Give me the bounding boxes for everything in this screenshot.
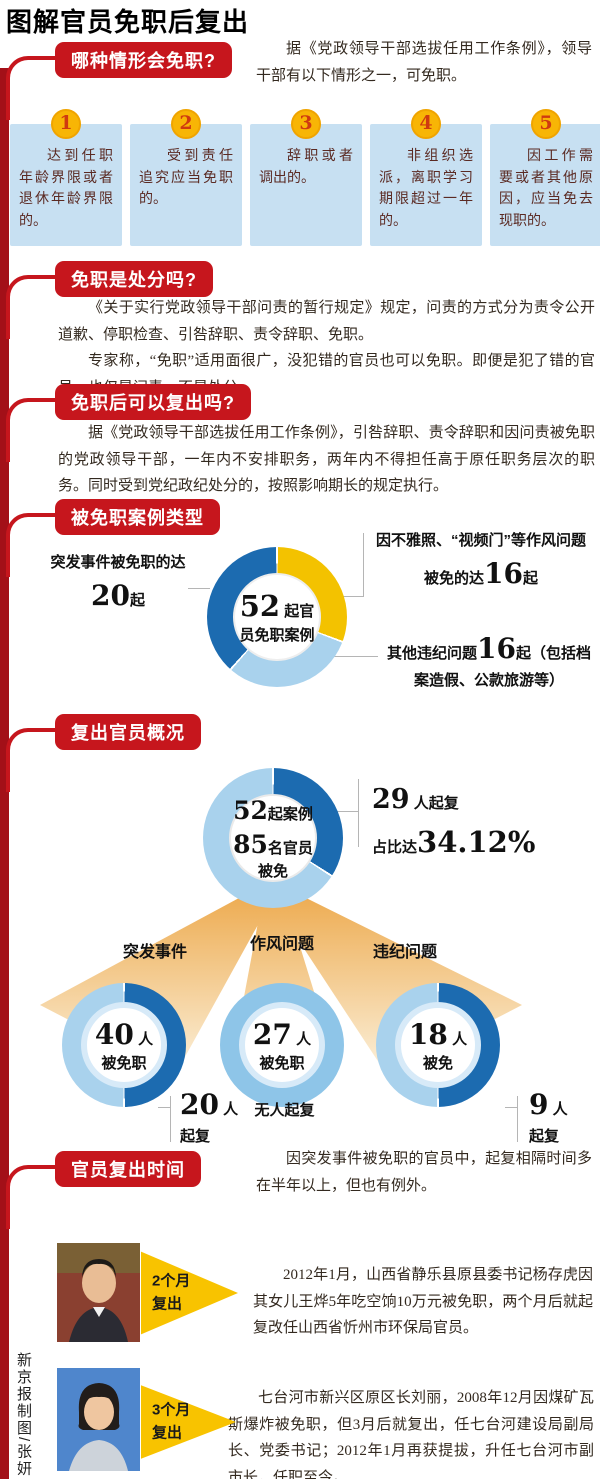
case2-duration-text: 3个月 复出 <box>152 1401 191 1442</box>
violations-donut: 18 人被免 <box>376 983 500 1107</box>
left-spine-bar <box>0 68 9 1479</box>
conduct-returned-label: 无人起复 <box>254 1102 315 1119</box>
situation-text-1: 达到任职年龄界限或者退休年龄界限的。 <box>19 149 113 230</box>
number-badge-5: 5 <box>531 109 561 139</box>
section-header-situations: 哪种情形会免职? <box>55 42 232 78</box>
section-header-return-timing: 官员复出时间 <box>55 1151 201 1187</box>
number-badge-4: 4 <box>411 109 441 139</box>
sudden-events-donut-center: 40 人被免职 <box>81 1002 167 1088</box>
situation-card-3: 3 辞职或者调出的。 <box>250 109 362 246</box>
section-header-return-overview: 复出官员概况 <box>55 714 201 750</box>
overview-donut-center: 52起案例 85名官员 被免 <box>229 794 317 882</box>
situation-cards: 1 达到任职年龄界限或者退休年龄界限的。 2 受到责任追究应当免职的。 3 辞职… <box>10 109 600 246</box>
overview-leader-h <box>337 811 358 812</box>
label-other-violations: 其他违纪问题16起（包括档案造假、公款旅游等） <box>387 632 591 689</box>
situation-text-2: 受到责任追究应当免职的。 <box>139 149 233 208</box>
situation-text-5: 因工作需要或者其他原因，应当免去现职的。 <box>499 149 593 230</box>
violations-side-leader-v <box>517 1096 518 1142</box>
section-header-case-types: 被免职案例类型 <box>55 499 220 535</box>
overview-donut-chart: 52起案例 85名官员 被免 <box>203 768 343 908</box>
page-title: 图解官员免职后复出 <box>6 7 250 37</box>
case1-duration-arrow: 2个月 复出 <box>141 1251 238 1335</box>
situation-text-3: 辞职或者调出的。 <box>259 149 353 186</box>
conduct-donut: 27 人被免职 <box>220 983 344 1107</box>
number-badge-3: 3 <box>291 109 321 139</box>
leader-line-right-top-h <box>341 596 363 597</box>
conduct-donut-center: 27 人被免职 <box>239 1002 325 1088</box>
section1-intro: 据《党政领导干部选拔任用工作条例》，领导干部有以下情形之一，可免职。 <box>256 41 592 84</box>
number-badge-1: 1 <box>51 109 81 139</box>
sudden-returned-label: 20 人起复 <box>180 1088 239 1145</box>
case1-text: 2012年1月，山西省静乐县原县委书记杨存虎因其女儿王烨5年吃空饷10万元被免职… <box>253 1267 593 1337</box>
sublabel-sudden-events: 突发事件 <box>122 944 187 961</box>
total-cases-label: 起官员免职案例 <box>239 603 315 645</box>
situation-card-1: 1 达到任职年龄界限或者退休年龄界限的。 <box>10 109 122 246</box>
case1-duration-text: 2个月 复出 <box>152 1272 191 1313</box>
number-badge-2: 2 <box>171 109 201 139</box>
connector-curve-4 <box>6 513 60 577</box>
case-type-donut-center: 52 起官员免职案例 <box>233 573 321 661</box>
sublabel-conduct: 作风问题 <box>249 936 314 953</box>
section-header-is-punishment: 免职是处分吗? <box>55 261 213 297</box>
sudden-side-leader-h <box>158 1107 170 1108</box>
leader-line-right-top-v <box>363 533 364 597</box>
leader-line-right-bottom <box>330 656 378 657</box>
label-sudden-events: 突发事件被免职的达20起 <box>50 554 186 612</box>
case-type-donut-chart: 52 起官员免职案例 <box>207 547 347 687</box>
sudden-side-leader-v <box>170 1096 171 1142</box>
sudden-events-donut: 40 人被免职 <box>62 983 186 1107</box>
case2-duration-arrow: 3个月 复出 <box>141 1385 236 1459</box>
connector-curve-5 <box>6 728 60 792</box>
connector-curve-2 <box>6 275 60 339</box>
situation-card-4: 4 非组织选派，离职学习期限超过一年的。 <box>370 109 482 246</box>
case1-photo <box>57 1243 140 1342</box>
violations-returned-label: 9 人起复 <box>529 1088 568 1145</box>
sublabel-violations: 违纪问题 <box>372 944 437 961</box>
situation-card-5: 5 因工作需要或者其他原因，应当免去现职的。 <box>490 109 600 246</box>
section6-intro: 因突发事件被免职的官员中，起复相隔时间多在半年以上，但也有例外。 <box>256 1151 592 1194</box>
case2-photo <box>57 1368 140 1471</box>
section3-body: 据《党政领导干部选拔任用工作条例》，引咎辞职、责令辞职和因问责被免职的党政领导干… <box>58 425 595 495</box>
leader-line-left <box>188 588 210 589</box>
connector-curve-1 <box>6 56 60 120</box>
total-cases-number: 52 <box>239 589 281 624</box>
case2-text: 七台河市新兴区原区长刘丽，2008年12月因煤矿瓦斯爆炸被免职，但3月后就复出，… <box>228 1390 594 1479</box>
situation-card-2: 2 受到责任追究应当免职的。 <box>130 109 242 246</box>
overview-leader-v <box>358 779 359 847</box>
connector-curve-3 <box>6 398 60 462</box>
connector-curve-6 <box>6 1165 60 1229</box>
label-returned-count: 29 人起复 占比达34.12% <box>372 784 536 859</box>
credit-byline: 新京报制图/张妍 <box>15 1352 32 1478</box>
label-conduct-problems: 因不雅照、“视频门”等作风问题被免的达16起 <box>375 532 586 590</box>
violations-side-leader-h <box>505 1107 517 1108</box>
situation-text-4: 非组织选派，离职学习期限超过一年的。 <box>379 149 473 230</box>
section-header-can-return: 免职后可以复出吗? <box>55 384 251 420</box>
violations-donut-center: 18 人被免 <box>395 1002 481 1088</box>
